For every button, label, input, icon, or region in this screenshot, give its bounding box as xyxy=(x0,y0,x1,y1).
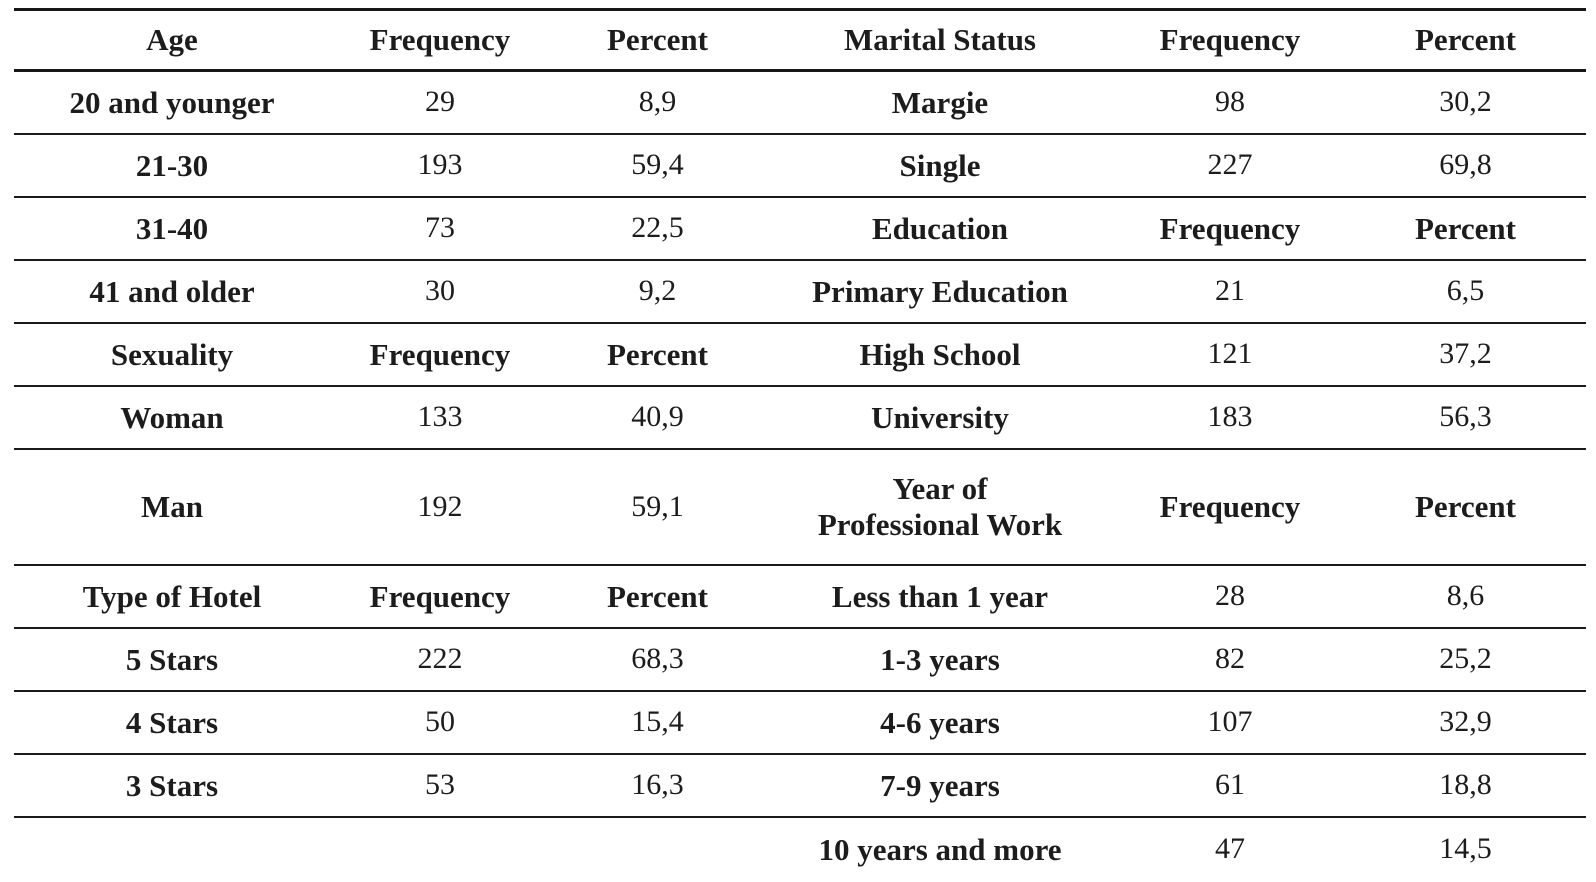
value-cell: 9,2 xyxy=(638,274,677,308)
label-cell: High School xyxy=(859,336,1021,372)
table-row: 21-30 193 59,4 Single 227 69,8 xyxy=(14,135,1586,198)
label-cell: Frequency xyxy=(1159,489,1301,525)
value-cell: 15,4 xyxy=(631,705,684,739)
demographics-table: Age Frequency Percent Marital Status Frequen… xyxy=(14,8,1586,881)
table-header-row: Age Frequency Percent Marital Status Frequen… xyxy=(14,11,1586,72)
value-cell: 22,5 xyxy=(631,211,684,245)
table-row: Type of Hotel Frequency Percent Less than 1… xyxy=(14,566,1586,629)
value-cell: 16,3 xyxy=(631,768,684,802)
value-cell: 8,6 xyxy=(1446,579,1485,613)
label-cell: Sexuality xyxy=(110,336,234,372)
table-row: 4 Stars 50 15,4 4-6 years 107 32,9 xyxy=(14,692,1586,755)
label-cell: Woman xyxy=(120,399,224,435)
label-cell: Frequency xyxy=(1159,22,1301,58)
value-cell: 183 xyxy=(1207,400,1253,434)
table-row: Sexuality Frequency Percent High School 121 3… xyxy=(14,324,1586,387)
value-cell: 107 xyxy=(1207,705,1253,739)
value-cell: 98 xyxy=(1215,85,1245,119)
table-row: 5 Stars 222 68,3 1-3 years 82 25,2 xyxy=(14,629,1586,692)
value-cell: 14,5 xyxy=(1439,832,1492,866)
value-cell: 133 xyxy=(417,400,463,434)
value-cell xyxy=(330,818,550,881)
label-cell: Percent xyxy=(1415,210,1516,246)
value-cell xyxy=(14,818,330,881)
label-cell: 31-40 xyxy=(135,210,209,246)
value-cell: 37,2 xyxy=(1439,337,1492,371)
value-cell: 59,4 xyxy=(631,148,684,182)
label-cell: Age xyxy=(146,22,198,58)
value-cell: 30,2 xyxy=(1439,85,1492,119)
value-cell: 59,1 xyxy=(631,489,684,523)
value-cell: 18,8 xyxy=(1439,768,1492,802)
table-row: 20 and younger 29 8,9 Margie 98 30,2 xyxy=(14,72,1586,135)
label-cell: Type of Hotel xyxy=(82,578,262,614)
value-cell: 227 xyxy=(1207,148,1253,182)
value-cell: 21 xyxy=(1215,274,1245,308)
value-cell: 222 xyxy=(417,642,463,676)
table-row: Woman 133 40,9 University 183 56,3 xyxy=(14,387,1586,450)
label-cell: 7-9 years xyxy=(880,767,1000,803)
value-cell: 192 xyxy=(417,489,463,523)
label-cell: 20 and younger xyxy=(69,84,275,120)
label-cell: 1-3 years xyxy=(880,641,1000,677)
value-cell: 69,8 xyxy=(1439,148,1492,182)
table-row: 31-40 73 22,5 Education Frequency Percent xyxy=(14,198,1586,261)
value-cell: 73 xyxy=(425,211,455,245)
value-cell: 32,9 xyxy=(1439,705,1492,739)
label-cell: Percent xyxy=(607,578,708,614)
value-cell: 68,3 xyxy=(631,642,684,676)
label-cell: Percent xyxy=(1415,22,1516,58)
value-cell: 40,9 xyxy=(631,400,684,434)
value-cell: 82 xyxy=(1215,642,1245,676)
label-cell: Frequency xyxy=(1159,210,1301,246)
label-cell: 21-30 xyxy=(135,147,209,183)
label-cell: Less than 1 year xyxy=(831,578,1049,614)
label-cell: Frequency xyxy=(369,22,511,58)
value-cell: 25,2 xyxy=(1439,642,1492,676)
table-row: 10 years and more 47 14,5 xyxy=(14,818,1586,881)
label-cell: Frequency xyxy=(369,336,511,372)
value-cell: 6,5 xyxy=(1446,274,1485,308)
label-cell: Year of Professional Work xyxy=(817,471,1063,542)
label-cell: Percent xyxy=(1415,489,1516,525)
value-cell: 29 xyxy=(425,85,455,119)
value-cell: 121 xyxy=(1207,337,1253,371)
table-row: Man 192 59,1 Year of Professional Work Frequ… xyxy=(14,450,1586,566)
label-cell: 3 Stars xyxy=(125,767,219,803)
table-row: 3 Stars 53 16,3 7-9 years 61 18,8 xyxy=(14,755,1586,818)
label-cell: Percent xyxy=(607,336,708,372)
value-cell: 47 xyxy=(1215,832,1245,866)
value-cell: 56,3 xyxy=(1439,400,1492,434)
label-cell: Man xyxy=(141,489,203,525)
label-cell: Single xyxy=(899,147,981,183)
value-cell: 30 xyxy=(425,274,455,308)
label-cell: Frequency xyxy=(369,578,511,614)
value-cell: 193 xyxy=(417,148,463,182)
value-cell: 50 xyxy=(425,705,455,739)
value-cell: 28 xyxy=(1215,579,1245,613)
value-cell xyxy=(550,818,765,881)
value-cell: 61 xyxy=(1215,768,1245,802)
label-cell: Marital Status xyxy=(843,22,1036,58)
label-cell: Education xyxy=(871,210,1009,246)
table-row: 41 and older 30 9,2 Primary Education 21 6,5 xyxy=(14,261,1586,324)
label-cell: 10 years and more xyxy=(818,831,1062,867)
label-cell: 4 Stars xyxy=(125,704,219,740)
label-cell: 5 Stars xyxy=(125,641,219,677)
label-cell: 41 and older xyxy=(89,273,255,309)
label-cell: Primary Education xyxy=(812,273,1068,309)
label-cell: 4-6 years xyxy=(880,704,1000,740)
value-cell: 53 xyxy=(425,768,455,802)
value-cell: 8,9 xyxy=(638,85,677,119)
label-cell: Margie xyxy=(891,84,989,120)
label-cell: Percent xyxy=(607,22,708,58)
label-cell: University xyxy=(871,399,1009,435)
